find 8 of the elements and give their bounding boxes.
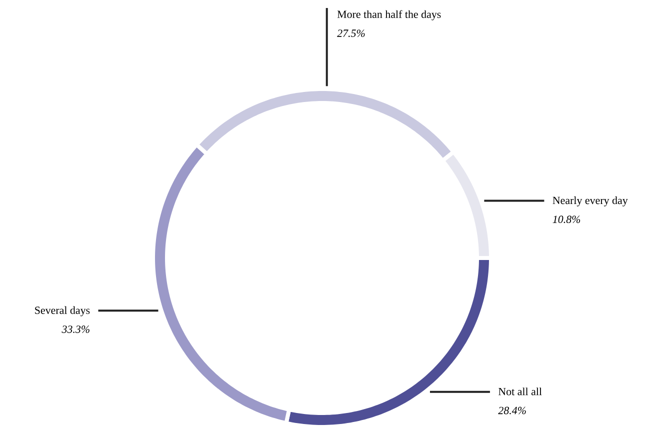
slice-label: Nearly every day: [552, 196, 628, 206]
data-label: 33.3%: [62, 326, 90, 333]
slice-label: Not all all: [498, 388, 542, 396]
data-label: 27.5%: [337, 30, 365, 37]
slice-label: More than half the days: [337, 10, 441, 20]
data-label: 28.4%: [498, 406, 526, 414]
slice-label: Several days: [35, 306, 90, 316]
data-label: 10.8%: [552, 216, 580, 224]
